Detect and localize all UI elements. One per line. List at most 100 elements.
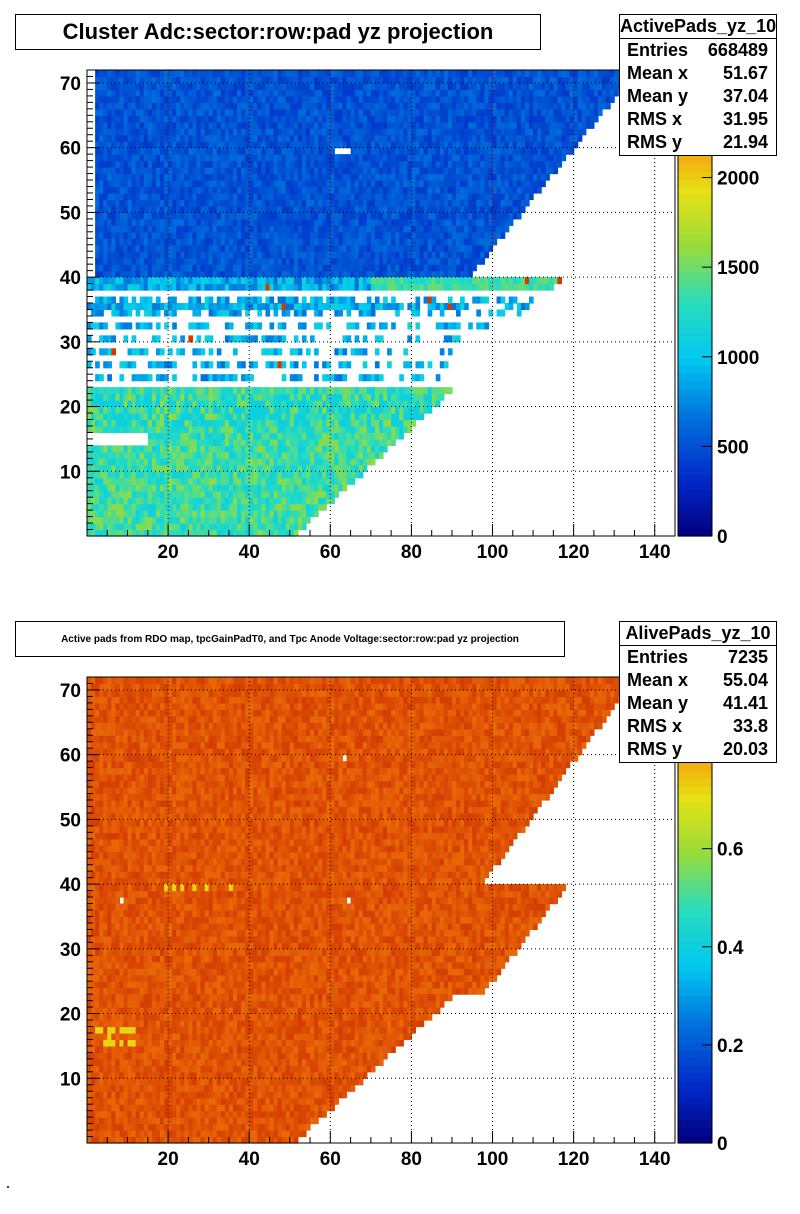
heatmap-cell (216, 218, 222, 226)
heatmap-cell (224, 225, 230, 233)
heatmap-cell (362, 303, 368, 311)
heatmap-cell (277, 95, 283, 103)
heatmap-cell (168, 238, 173, 246)
heatmap-cell (464, 277, 469, 285)
heatmap-cell (334, 303, 340, 311)
heatmap-cell (464, 167, 469, 175)
heatmap-cell (139, 503, 145, 511)
heatmap-cell (155, 529, 161, 537)
heatmap-cell (435, 225, 441, 233)
heatmap-cell (265, 121, 271, 129)
heatmap-cell (460, 277, 465, 285)
heatmap-cell (228, 154, 234, 162)
heatmap-cell (301, 108, 307, 116)
heatmap-cell (496, 128, 502, 136)
heatmap-cell (484, 115, 490, 123)
heatmap-cell (127, 121, 133, 129)
heatmap-cell (358, 115, 364, 123)
heatmap-cell (318, 108, 323, 116)
heatmap-cell (297, 238, 303, 246)
heatmap-cell (362, 160, 368, 168)
heatmap-cell (322, 147, 327, 155)
heatmap-cell (127, 348, 133, 356)
heatmap-cell (533, 102, 538, 110)
heatmap-cell (456, 199, 461, 207)
heatmap-cell (460, 180, 465, 188)
heatmap-cell (342, 464, 348, 472)
heatmap-cell (224, 251, 230, 259)
heatmap-cell (176, 458, 181, 466)
heatmap-cell (456, 82, 461, 91)
heatmap-cell (99, 205, 104, 213)
heatmap-cell (131, 510, 137, 518)
heatmap-cell (415, 115, 421, 123)
heatmap-cell (99, 89, 104, 97)
heatmap-cell (399, 283, 404, 291)
heatmap-cell (192, 147, 198, 155)
heatmap-cell (520, 180, 526, 188)
heatmap-cell (387, 134, 392, 142)
heatmap-cell (107, 303, 112, 311)
heatmap-cell (322, 154, 327, 162)
heatmap-cell (520, 173, 526, 181)
heatmap-cell (192, 89, 198, 97)
heatmap-cell (322, 115, 327, 123)
heatmap-cell (374, 167, 380, 175)
heatmap-cell (407, 70, 413, 78)
heatmap-cell (216, 309, 222, 317)
heatmap-cell (281, 309, 287, 317)
heatmap-cell (208, 244, 214, 252)
heatmap-cell (245, 147, 250, 155)
heatmap-cell (500, 231, 506, 239)
heatmap-cell (192, 180, 198, 188)
heatmap-cell (123, 251, 129, 259)
heatmap-cell (196, 115, 202, 123)
heatmap-cell (387, 264, 392, 272)
heatmap-cell (216, 503, 222, 511)
heatmap-cell (403, 141, 408, 149)
heatmap-cell (107, 167, 112, 175)
heatmap-cell (188, 199, 194, 207)
heatmap-cell (488, 108, 494, 116)
heatmap-cell (123, 115, 129, 123)
heatmap-cell (200, 277, 206, 285)
heatmap-cell (208, 374, 214, 382)
heatmap-cell (533, 154, 538, 162)
heatmap-cell (419, 102, 425, 110)
heatmap-cell (310, 141, 315, 149)
heatmap-cell (180, 167, 185, 175)
heatmap-cell (419, 154, 425, 162)
heatmap-cell (338, 348, 344, 356)
heatmap-cell (435, 251, 441, 259)
heatmap-cell (439, 180, 445, 188)
heatmap-cell (119, 115, 125, 123)
heatmap-cell (180, 529, 185, 537)
heatmap-cell (265, 102, 271, 110)
heatmap-cell (245, 225, 250, 233)
heatmap-cell (334, 283, 340, 291)
heatmap-cell (427, 108, 433, 116)
heatmap-cell (159, 471, 165, 479)
heatmap-cell (224, 238, 230, 246)
heatmap-cell (403, 121, 408, 129)
heatmap-cell (111, 264, 116, 272)
heatmap-cell (265, 154, 271, 162)
heatmap-cell (431, 296, 437, 304)
heatmap-cell (184, 205, 189, 213)
heatmap-cell (107, 218, 112, 226)
heatmap-cell (147, 167, 153, 175)
heatmap-cell (537, 167, 542, 175)
heatmap-cell (456, 192, 461, 201)
heatmap-cell (103, 471, 108, 479)
heatmap-cell (196, 471, 202, 479)
heatmap-cell (103, 70, 108, 78)
heatmap-cell (269, 497, 275, 505)
heatmap-cell (415, 264, 421, 272)
heatmap-cell (330, 238, 335, 246)
heatmap-cell (350, 238, 356, 246)
heatmap-cell (334, 108, 340, 116)
heatmap-cell (297, 264, 303, 272)
heatmap-cell (143, 497, 149, 505)
heatmap-cell (484, 244, 490, 252)
heatmap-cell (200, 471, 206, 479)
